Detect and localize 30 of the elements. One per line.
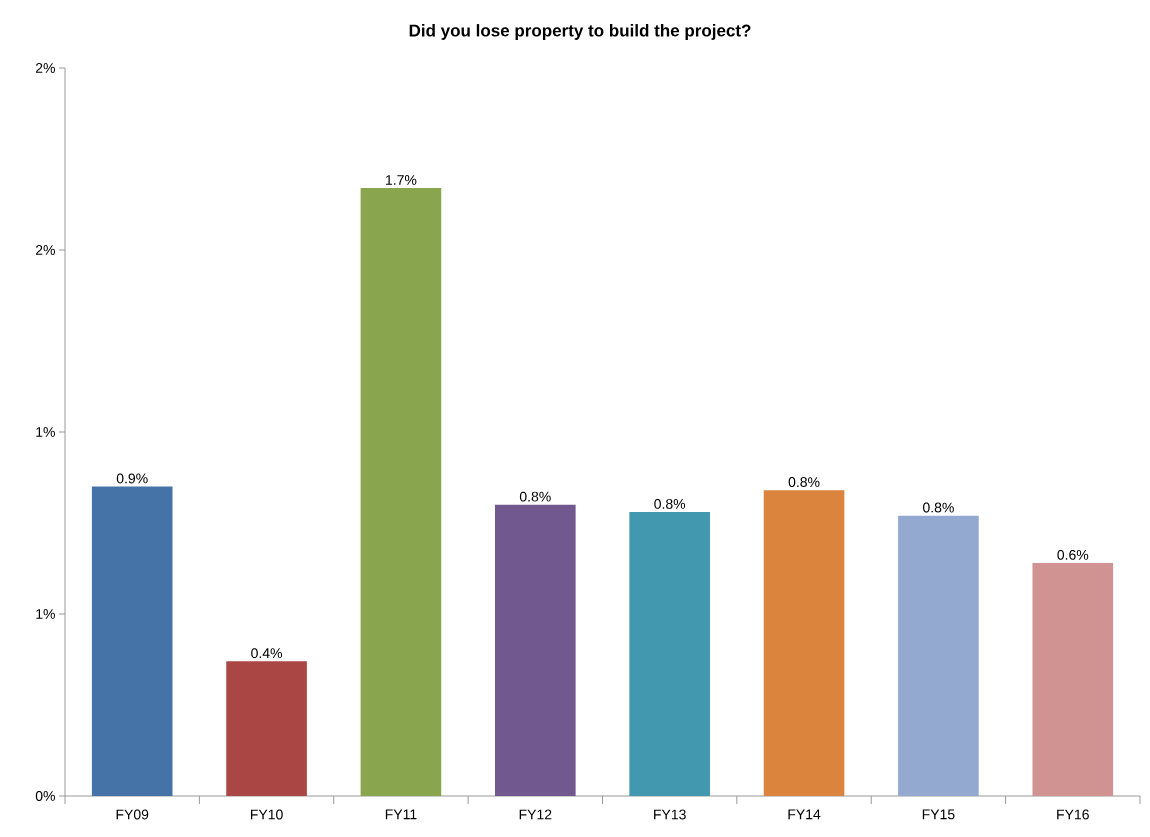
bar <box>898 515 979 796</box>
y-tick-label: 0% <box>35 791 55 801</box>
data-label: 0.4% <box>251 648 283 659</box>
bar <box>1032 563 1114 796</box>
data-label: 0.6% <box>1057 549 1089 560</box>
x-tick-label: FY14 <box>788 809 821 820</box>
bar <box>226 661 307 796</box>
y-tick-label: 2% <box>35 63 55 73</box>
bar <box>360 188 442 796</box>
bar <box>91 486 173 796</box>
bar <box>763 490 845 796</box>
data-label: 0.8% <box>519 491 551 502</box>
x-tick-label: FY11 <box>385 809 417 820</box>
y-tick-label: 1% <box>36 427 55 437</box>
x-tick-label: FY09 <box>116 809 149 820</box>
x-tick-label: FY10 <box>250 809 283 820</box>
x-tick-label: FY15 <box>922 809 955 820</box>
bar <box>494 504 576 796</box>
y-tick-label: 1% <box>36 609 55 619</box>
data-label: 1.7% <box>386 175 417 185</box>
data-label: 0.9% <box>116 473 148 484</box>
data-label: 0.8% <box>923 502 954 513</box>
x-tick-label: FY16 <box>1057 809 1089 820</box>
x-tick-label: FY12 <box>519 809 552 820</box>
x-tick-label: FY13 <box>654 809 686 820</box>
y-tick-label: 2% <box>35 245 55 255</box>
data-label: 0.8% <box>788 477 820 488</box>
bar <box>629 512 710 796</box>
data-label: 0.8% <box>654 498 686 509</box>
chart-title: Did you lose property to build the project? <box>409 24 751 40</box>
